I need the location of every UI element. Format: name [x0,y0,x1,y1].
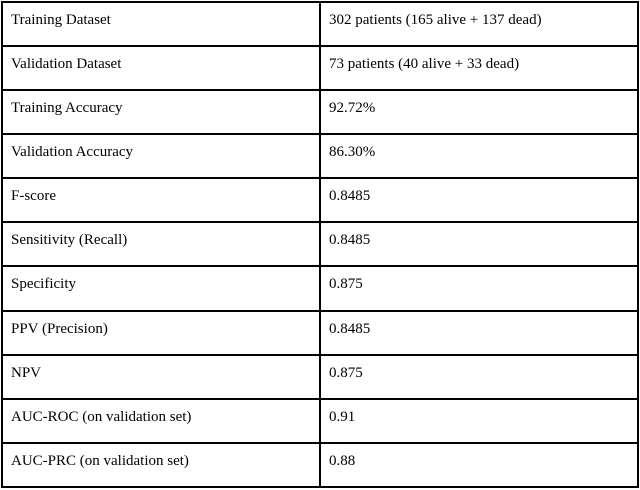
metric-value-cell: 0.8485 [319,221,639,268]
table-row: NPV 0.875 [1,353,639,400]
metric-value-cell: 92.72% [319,89,639,136]
table-row: Specificity 0.875 [1,265,639,312]
metric-value-cell: 0.8485 [319,309,639,356]
metric-label-cell: Training Accuracy [1,89,321,136]
metric-value-cell: 0.91 [319,397,639,444]
table-row: AUC-ROC (on validation set) 0.91 [1,397,639,444]
table-row: Sensitivity (Recall) 0.8485 [1,221,639,268]
metric-value-cell: 0.875 [319,353,639,400]
metric-label-cell: F-score [1,177,321,224]
metric-value-cell: 73 patients (40 alive + 33 dead) [319,45,639,92]
metric-value-cell: 0.8485 [319,177,639,224]
metric-label-cell: AUC-PRC (on validation set) [1,441,321,489]
metric-label-cell: Validation Dataset [1,45,321,92]
table-row: Training Dataset 302 patients (165 alive… [1,0,639,48]
metric-label-cell: Training Dataset [1,0,321,48]
metric-label-cell: NPV [1,353,321,400]
table-row: AUC-PRC (on validation set) 0.88 [1,441,639,489]
metric-label-cell: Validation Accuracy [1,133,321,180]
metric-label-cell: Sensitivity (Recall) [1,221,321,268]
table-row: F-score 0.8485 [1,177,639,224]
metric-value-cell: 302 patients (165 alive + 137 dead) [319,0,639,48]
metric-value-cell: 0.875 [319,265,639,312]
table-row: Validation Dataset 73 patients (40 alive… [1,45,639,92]
metric-label-cell: PPV (Precision) [1,309,321,356]
table-row: Validation Accuracy 86.30% [1,133,639,180]
metric-value-cell: 86.30% [319,133,639,180]
table-row: PPV (Precision) 0.8485 [1,309,639,356]
table-row: Training Accuracy 92.72% [1,89,639,136]
metric-label-cell: AUC-ROC (on validation set) [1,397,321,444]
metric-value-cell: 0.88 [319,441,639,489]
metric-label-cell: Specificity [1,265,321,312]
